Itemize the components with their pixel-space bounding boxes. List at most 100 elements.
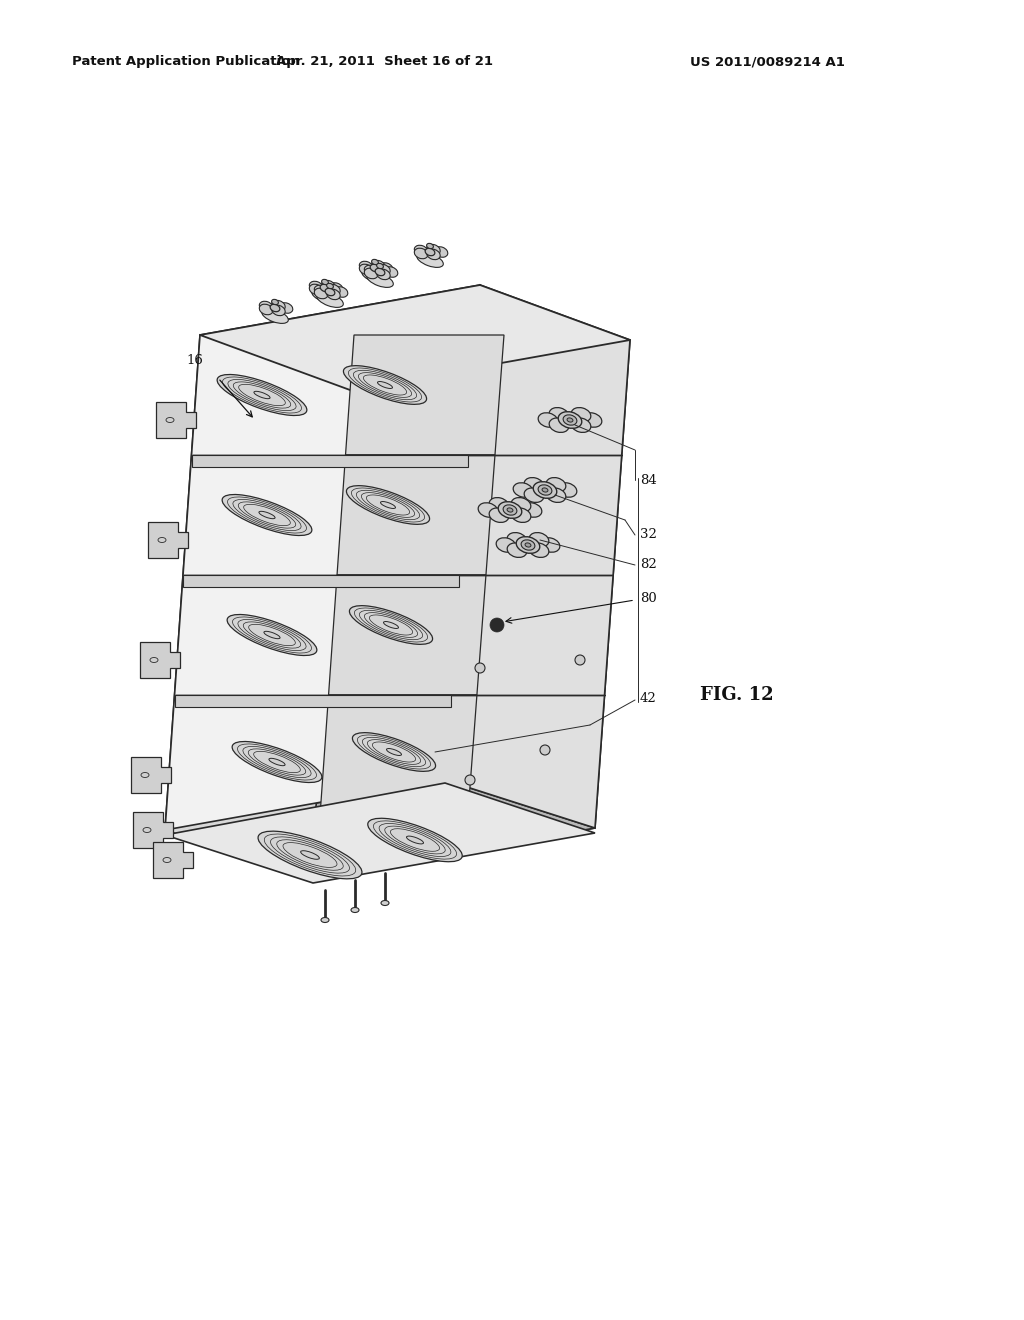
Ellipse shape	[375, 268, 385, 276]
Ellipse shape	[158, 537, 166, 543]
Ellipse shape	[434, 247, 447, 257]
Ellipse shape	[166, 417, 174, 422]
Polygon shape	[165, 780, 595, 880]
Ellipse shape	[222, 495, 312, 536]
Polygon shape	[133, 812, 173, 847]
Ellipse shape	[322, 285, 335, 296]
Ellipse shape	[427, 249, 440, 260]
Polygon shape	[191, 455, 468, 467]
Ellipse shape	[150, 657, 158, 663]
Ellipse shape	[359, 261, 373, 272]
Ellipse shape	[309, 281, 323, 292]
Ellipse shape	[351, 908, 359, 912]
Polygon shape	[131, 756, 171, 793]
Ellipse shape	[311, 289, 338, 304]
Ellipse shape	[386, 748, 401, 755]
Ellipse shape	[539, 413, 558, 428]
Ellipse shape	[541, 537, 560, 552]
Ellipse shape	[384, 622, 398, 628]
Text: 80: 80	[640, 591, 656, 605]
Ellipse shape	[141, 772, 150, 777]
Ellipse shape	[322, 280, 335, 290]
Ellipse shape	[377, 264, 383, 269]
Ellipse shape	[507, 532, 526, 546]
Ellipse shape	[365, 265, 378, 276]
Circle shape	[575, 655, 585, 665]
Ellipse shape	[427, 243, 433, 248]
Text: 16: 16	[186, 354, 204, 367]
Ellipse shape	[309, 284, 323, 294]
Ellipse shape	[372, 260, 385, 271]
Ellipse shape	[321, 284, 330, 292]
Ellipse shape	[571, 418, 591, 433]
Polygon shape	[174, 696, 451, 708]
Ellipse shape	[407, 836, 424, 843]
Text: 42: 42	[640, 692, 656, 705]
Polygon shape	[183, 576, 460, 587]
Ellipse shape	[258, 832, 361, 879]
Ellipse shape	[539, 484, 552, 495]
Polygon shape	[148, 521, 188, 558]
Polygon shape	[445, 285, 630, 828]
Ellipse shape	[321, 917, 329, 923]
Ellipse shape	[384, 267, 397, 277]
Ellipse shape	[359, 264, 373, 275]
Ellipse shape	[361, 268, 388, 284]
Text: Apr. 21, 2011  Sheet 16 of 21: Apr. 21, 2011 Sheet 16 of 21	[276, 55, 494, 69]
Ellipse shape	[349, 606, 432, 644]
Ellipse shape	[377, 269, 390, 280]
Ellipse shape	[327, 284, 334, 289]
Text: FIG. 12: FIG. 12	[700, 686, 773, 704]
Ellipse shape	[316, 293, 343, 308]
Ellipse shape	[259, 304, 273, 314]
Ellipse shape	[269, 758, 285, 766]
Ellipse shape	[365, 268, 378, 279]
Ellipse shape	[557, 483, 577, 498]
Ellipse shape	[558, 412, 582, 428]
Ellipse shape	[511, 508, 530, 523]
Ellipse shape	[516, 537, 540, 553]
Ellipse shape	[346, 486, 430, 524]
Polygon shape	[153, 842, 193, 878]
Ellipse shape	[217, 375, 307, 416]
Ellipse shape	[497, 537, 516, 552]
Ellipse shape	[507, 508, 513, 512]
Ellipse shape	[322, 280, 329, 285]
Circle shape	[475, 663, 485, 673]
Ellipse shape	[163, 858, 171, 862]
Ellipse shape	[425, 248, 435, 256]
Ellipse shape	[343, 366, 427, 404]
Ellipse shape	[525, 543, 530, 546]
Ellipse shape	[352, 733, 435, 771]
Ellipse shape	[259, 301, 273, 312]
Polygon shape	[329, 576, 486, 696]
Ellipse shape	[583, 413, 602, 428]
Polygon shape	[345, 335, 504, 455]
Ellipse shape	[521, 540, 535, 550]
Ellipse shape	[529, 532, 549, 546]
Ellipse shape	[334, 286, 348, 297]
Ellipse shape	[143, 828, 151, 833]
Ellipse shape	[262, 309, 289, 323]
Ellipse shape	[511, 498, 530, 512]
Polygon shape	[337, 455, 495, 576]
Ellipse shape	[372, 259, 379, 264]
Ellipse shape	[327, 289, 340, 300]
Ellipse shape	[415, 248, 428, 259]
Ellipse shape	[327, 284, 340, 294]
Ellipse shape	[381, 502, 395, 508]
Ellipse shape	[314, 285, 328, 296]
Ellipse shape	[534, 482, 557, 499]
Ellipse shape	[546, 488, 566, 503]
Ellipse shape	[301, 850, 319, 859]
Ellipse shape	[271, 305, 286, 315]
Ellipse shape	[259, 511, 275, 519]
Polygon shape	[165, 335, 350, 880]
Ellipse shape	[507, 543, 526, 557]
Text: US 2011/0089214 A1: US 2011/0089214 A1	[690, 55, 845, 69]
Ellipse shape	[270, 305, 280, 312]
Ellipse shape	[271, 301, 286, 312]
Ellipse shape	[503, 504, 517, 515]
Ellipse shape	[571, 408, 591, 422]
Ellipse shape	[329, 282, 343, 293]
